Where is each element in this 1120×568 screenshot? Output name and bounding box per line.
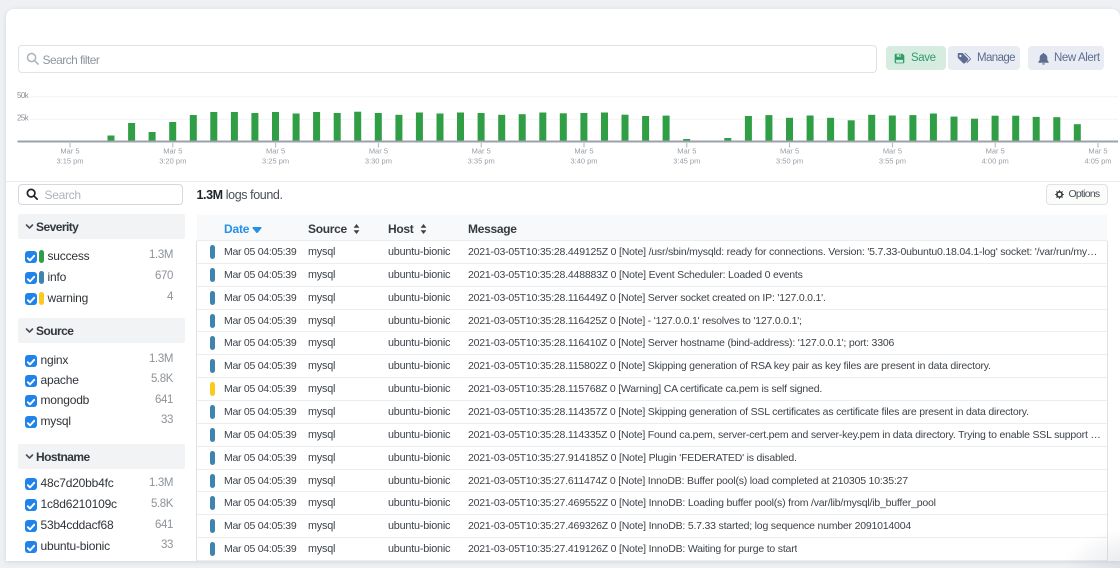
svg-text:4:05 pm: 4:05 pm <box>1084 157 1111 166</box>
svg-text:Mar 5: Mar 5 <box>60 147 79 156</box>
svg-text:3:15 pm: 3:15 pm <box>56 157 83 166</box>
svg-text:Mar 5: Mar 5 <box>1088 147 1107 156</box>
svg-text:3:45 pm: 3:45 pm <box>673 157 700 166</box>
svg-text:3:50 pm: 3:50 pm <box>776 157 803 166</box>
svg-text:25k: 25k <box>17 114 30 123</box>
svg-text:3:40 pm: 3:40 pm <box>570 157 597 166</box>
svg-text:4:00 pm: 4:00 pm <box>982 157 1009 166</box>
svg-text:Mar 5: Mar 5 <box>163 147 182 156</box>
svg-text:Mar 5: Mar 5 <box>780 147 799 156</box>
svg-text:3:35 pm: 3:35 pm <box>468 157 495 166</box>
svg-text:3:30 pm: 3:30 pm <box>365 157 392 166</box>
svg-text:3:20 pm: 3:20 pm <box>159 157 186 166</box>
svg-text:Mar 5: Mar 5 <box>369 147 388 156</box>
svg-text:Mar 5: Mar 5 <box>677 147 696 156</box>
svg-text:Mar 5: Mar 5 <box>472 147 491 156</box>
svg-text:50k: 50k <box>17 91 30 100</box>
svg-text:Mar 5: Mar 5 <box>986 147 1005 156</box>
svg-text:3:55 pm: 3:55 pm <box>879 157 906 166</box>
svg-text:Mar 5: Mar 5 <box>574 147 593 156</box>
svg-text:Mar 5: Mar 5 <box>266 147 285 156</box>
svg-text:3:25 pm: 3:25 pm <box>262 157 289 166</box>
svg-text:Mar 5: Mar 5 <box>883 147 902 156</box>
